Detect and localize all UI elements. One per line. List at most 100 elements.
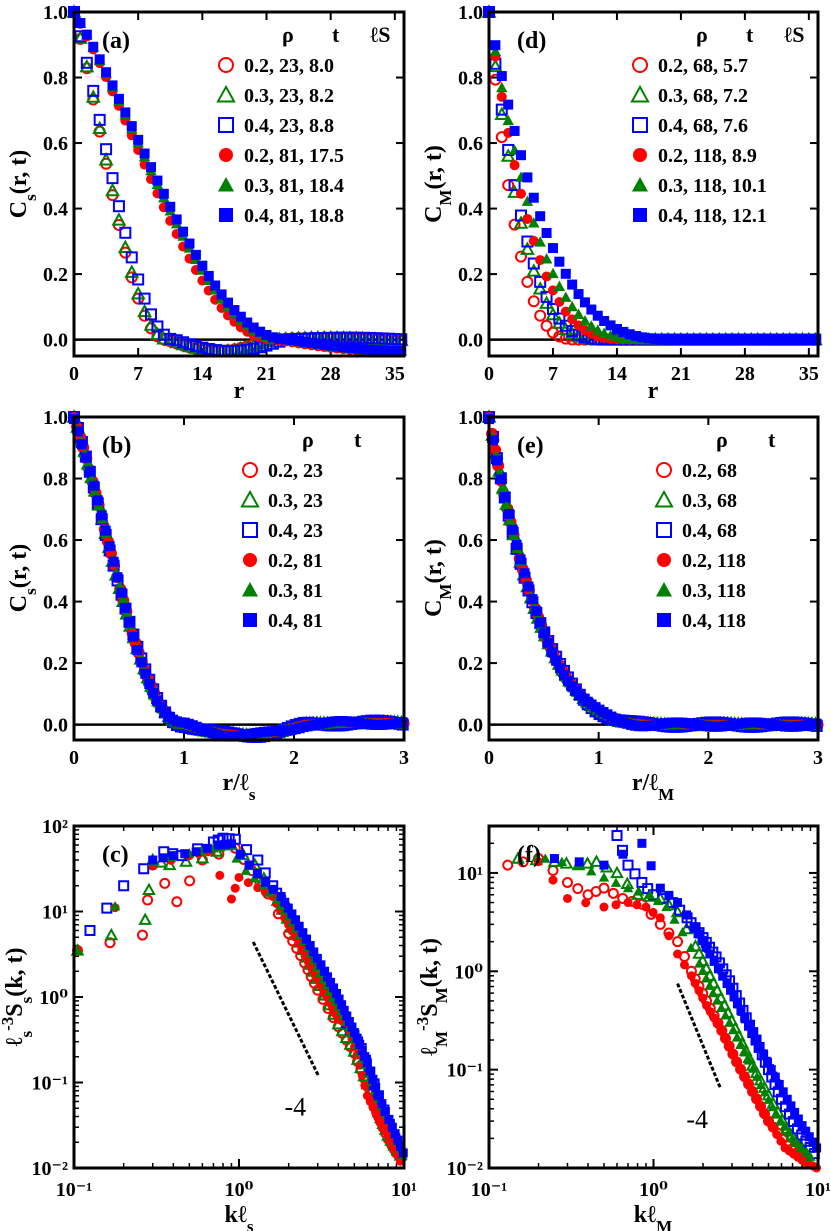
data-point [523, 581, 534, 592]
plot-frame [72, 824, 406, 1170]
data-point [280, 897, 290, 907]
data-point [142, 894, 154, 906]
data-point [560, 291, 572, 302]
data-point [373, 1091, 383, 1101]
data-point [396, 346, 407, 357]
data-point [797, 1121, 807, 1131]
data-point [118, 880, 130, 892]
legend-entry: 0.2, 23 [268, 460, 323, 482]
legend-marker [655, 581, 673, 597]
data-point [306, 337, 317, 348]
data-point [145, 308, 157, 321]
data-point [729, 992, 739, 1002]
data-point [546, 303, 559, 316]
y-tick-label: 10⁰ [454, 961, 483, 983]
legend: ρ t ℓS 0.2, 23, 8.0 0.3, 23, 8.2 0.4, 23, 8.8… [216, 22, 391, 227]
data-point [350, 331, 363, 344]
data-point [631, 331, 642, 342]
data-point [610, 877, 622, 887]
data-point [801, 1126, 811, 1136]
data-point [387, 1122, 397, 1132]
data-point [487, 435, 498, 446]
x-tick-label: 28 [735, 363, 755, 385]
data-point [547, 243, 558, 254]
data-point [586, 304, 597, 315]
data-point [136, 929, 148, 941]
legend-header-rho: ρ [696, 22, 708, 47]
data-point [779, 1121, 790, 1131]
legend-marker [219, 148, 233, 162]
legend-entry: 0.4, 81, 18.8 [244, 205, 344, 227]
series-3 [69, 7, 407, 357]
x-tick-label: 10¹ [391, 1179, 417, 1201]
data-point [319, 339, 330, 350]
x-tick-label: 0 [484, 363, 494, 385]
data-point [739, 334, 750, 345]
legend-marker [243, 613, 257, 627]
y-tick-label: 10⁻¹ [446, 1060, 483, 1082]
panel-a: 0 7 14 21 28 35 0.0 0.2 0.4 0.6 0.8 1.0 (a) ρ t ℓS 0.2, … [43, 2, 409, 385]
panel-label: (d) [517, 28, 546, 54]
data-point [240, 865, 252, 875]
data-point [287, 335, 298, 346]
data-point [80, 56, 93, 69]
data-point [755, 1079, 767, 1090]
data-point [189, 340, 202, 353]
data-point [105, 182, 120, 197]
data-point [344, 1017, 354, 1027]
x-tick-label: 7 [133, 363, 143, 385]
data-point [581, 898, 591, 908]
data-point [165, 201, 176, 212]
legend-marker [242, 522, 258, 538]
data-point [598, 872, 610, 882]
series-3 [72, 847, 405, 1166]
data-point [177, 336, 190, 349]
data-point [148, 855, 158, 865]
data-point [755, 1042, 765, 1052]
data-point [489, 45, 502, 57]
data-point [556, 856, 568, 866]
data-point [580, 856, 595, 869]
data-point [496, 71, 507, 82]
data-point [791, 1137, 803, 1148]
legend-marker [216, 84, 236, 103]
y-tick-label: 0.0 [43, 715, 68, 737]
data-point [226, 894, 236, 904]
data-point [675, 334, 686, 345]
data-point [763, 1094, 774, 1104]
data-point [728, 1024, 739, 1035]
data-point [509, 125, 520, 136]
data-point [124, 264, 140, 278]
data-point [325, 340, 336, 351]
y-axis-title: ℓM-3SM(k, t) [413, 938, 451, 1057]
series-5 [69, 414, 408, 742]
y-tick-label: 0.0 [458, 330, 483, 352]
data-point [643, 333, 654, 344]
x-tick-label: 0 [484, 747, 494, 769]
x-tick-label: 10⁰ [639, 1179, 668, 1201]
data-point [390, 1129, 400, 1139]
data-point [182, 338, 197, 353]
x-tick-label: 1 [594, 747, 604, 769]
legend-marker [630, 84, 650, 103]
series-4 [68, 6, 407, 356]
data-point [713, 964, 723, 974]
data-point [765, 334, 776, 345]
x-tick-label: 35 [385, 363, 405, 385]
data-point [380, 1106, 390, 1116]
data-point [152, 175, 163, 186]
data-point [767, 1101, 778, 1112]
panel-label: (e) [517, 433, 544, 459]
data-point [611, 900, 621, 910]
y-tick-label: 0.4 [43, 592, 68, 614]
data-point [164, 332, 177, 345]
plot-frame [72, 10, 406, 358]
data-point [280, 334, 291, 345]
data-point [800, 1147, 812, 1157]
data-point [688, 334, 699, 345]
data-point [733, 334, 744, 345]
data-point [168, 851, 178, 861]
data-point [503, 508, 514, 519]
data-point [598, 882, 610, 894]
